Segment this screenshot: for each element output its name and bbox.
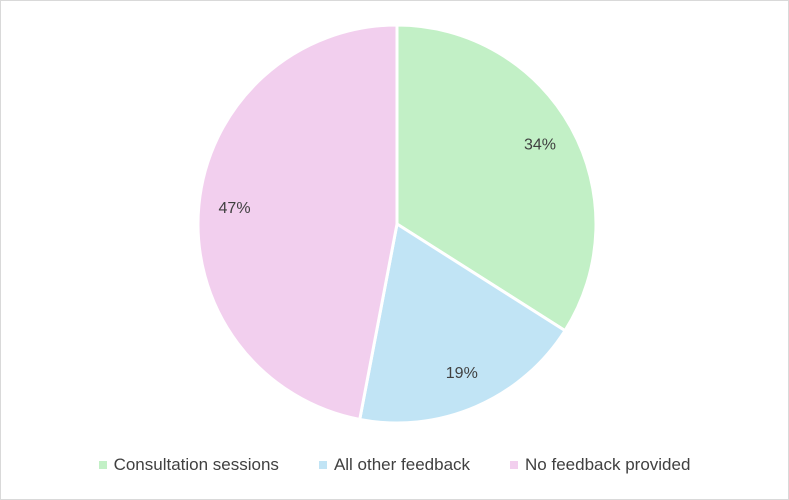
legend-item-no-feedback-provided: No feedback provided — [510, 455, 690, 475]
pie-slice-no-feedback-provided — [196, 23, 399, 421]
data-label-consultation-sessions: 34% — [524, 137, 556, 154]
legend-label-no-feedback-provided: No feedback provided — [525, 455, 691, 474]
pie-data-labels: 34% 19% 47% — [219, 137, 556, 382]
pie-slice-all-other-feedback — [358, 222, 567, 425]
legend-label-all-other-feedback: All other feedback — [333, 455, 471, 474]
legend-swatch-no-feedback-provided — [510, 461, 519, 469]
legend: Consultation sessions All other feedback… — [1, 455, 788, 475]
pie-slices — [196, 23, 598, 425]
data-label-no-feedback-provided: 47% — [219, 200, 251, 217]
legend-swatch-consultation-sessions — [98, 461, 107, 469]
legend-swatch-all-other-feedback — [318, 461, 327, 469]
legend-item-consultation-sessions: Consultation sessions — [98, 455, 279, 475]
pie-chart: 34% 19% 47% — [196, 23, 598, 425]
legend-item-all-other-feedback: All other feedback — [318, 455, 471, 475]
legend-label-consultation-sessions: Consultation sessions — [113, 455, 279, 474]
data-label-all-other-feedback: 19% — [446, 365, 478, 382]
